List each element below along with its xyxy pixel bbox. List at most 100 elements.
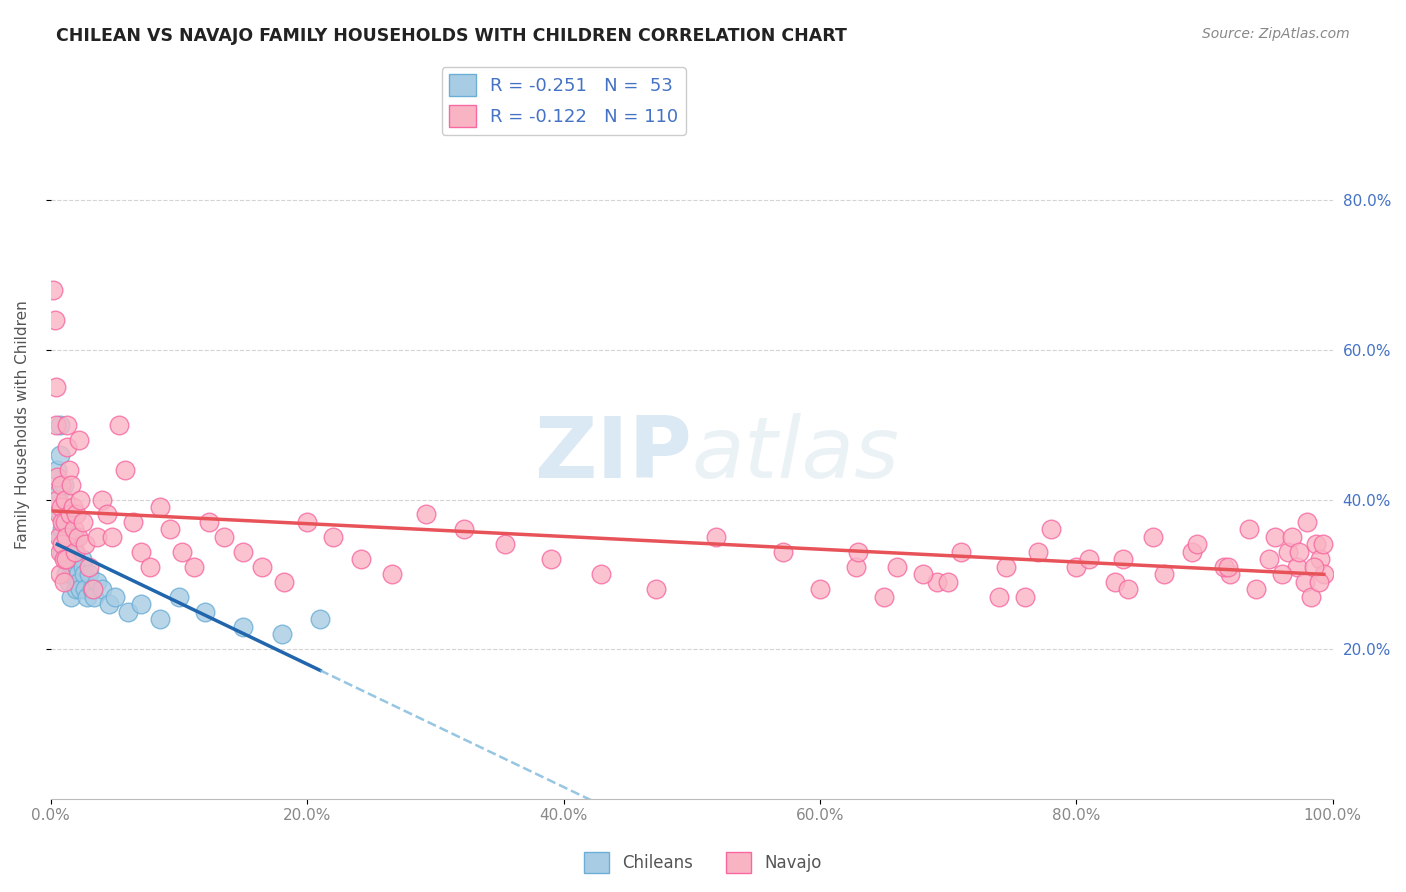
Point bbox=[96, 508, 118, 522]
Point bbox=[59, 552, 82, 566]
Point bbox=[83, 590, 105, 604]
Point bbox=[63, 545, 86, 559]
Point bbox=[886, 559, 908, 574]
Point bbox=[273, 574, 295, 589]
Point bbox=[91, 492, 114, 507]
Point bbox=[79, 567, 101, 582]
Point bbox=[46, 462, 69, 476]
Point bbox=[494, 537, 516, 551]
Point bbox=[52, 552, 75, 566]
Point bbox=[1116, 582, 1139, 597]
Point bbox=[1039, 523, 1062, 537]
Point bbox=[65, 559, 87, 574]
Point bbox=[270, 627, 292, 641]
Point bbox=[309, 612, 332, 626]
Point bbox=[53, 537, 76, 551]
Point bbox=[1288, 545, 1310, 559]
Point bbox=[845, 559, 868, 574]
Point bbox=[97, 597, 120, 611]
Point bbox=[63, 567, 86, 582]
Point bbox=[1153, 567, 1175, 582]
Point bbox=[49, 567, 72, 582]
Point bbox=[170, 545, 193, 559]
Point bbox=[1285, 559, 1308, 574]
Point bbox=[873, 590, 896, 604]
Point bbox=[194, 605, 217, 619]
Point bbox=[138, 559, 160, 574]
Point bbox=[49, 417, 72, 432]
Point bbox=[350, 552, 373, 566]
Point bbox=[56, 515, 79, 529]
Point bbox=[1239, 523, 1261, 537]
Point bbox=[65, 508, 87, 522]
Point bbox=[1078, 552, 1101, 566]
Point bbox=[79, 559, 101, 574]
Point bbox=[1309, 552, 1331, 566]
Point bbox=[63, 523, 86, 537]
Text: CHILEAN VS NAVAJO FAMILY HOUSEHOLDS WITH CHILDREN CORRELATION CHART: CHILEAN VS NAVAJO FAMILY HOUSEHOLDS WITH… bbox=[56, 27, 846, 45]
Point bbox=[1216, 559, 1239, 574]
Point bbox=[69, 492, 91, 507]
Point bbox=[44, 313, 66, 327]
Point bbox=[1313, 567, 1336, 582]
Point bbox=[232, 545, 254, 559]
Point bbox=[59, 530, 82, 544]
Point bbox=[589, 567, 612, 582]
Point bbox=[55, 552, 77, 566]
Point bbox=[69, 582, 91, 597]
Point bbox=[63, 530, 86, 544]
Point bbox=[45, 417, 67, 432]
Point bbox=[772, 545, 794, 559]
Point bbox=[58, 552, 80, 566]
Point bbox=[63, 552, 86, 566]
Point bbox=[70, 552, 93, 566]
Point bbox=[167, 590, 190, 604]
Point bbox=[197, 515, 219, 529]
Point bbox=[49, 530, 72, 544]
Point bbox=[1296, 515, 1319, 529]
Point bbox=[1270, 567, 1292, 582]
Point bbox=[73, 567, 96, 582]
Point bbox=[1066, 559, 1088, 574]
Point bbox=[1181, 545, 1204, 559]
Point bbox=[66, 530, 89, 544]
Point bbox=[91, 582, 114, 597]
Text: Source: ZipAtlas.com: Source: ZipAtlas.com bbox=[1202, 27, 1350, 41]
Point bbox=[114, 462, 136, 476]
Point bbox=[49, 500, 72, 514]
Point bbox=[911, 567, 934, 582]
Point bbox=[1305, 537, 1327, 551]
Point bbox=[60, 590, 83, 604]
Point bbox=[75, 537, 97, 551]
Point bbox=[122, 515, 145, 529]
Point bbox=[53, 515, 76, 529]
Point bbox=[232, 620, 254, 634]
Point bbox=[45, 380, 67, 394]
Point bbox=[52, 574, 75, 589]
Point bbox=[60, 567, 83, 582]
Point bbox=[1142, 530, 1164, 544]
Point bbox=[1212, 559, 1234, 574]
Point bbox=[49, 448, 72, 462]
Point bbox=[129, 597, 152, 611]
Point bbox=[104, 590, 127, 604]
Point bbox=[159, 523, 181, 537]
Point bbox=[1026, 545, 1049, 559]
Point bbox=[56, 537, 79, 551]
Point bbox=[56, 417, 79, 432]
Point bbox=[67, 433, 90, 447]
Point bbox=[59, 508, 82, 522]
Point bbox=[49, 508, 72, 522]
Point bbox=[540, 552, 562, 566]
Point bbox=[58, 462, 80, 476]
Point bbox=[1302, 559, 1324, 574]
Point bbox=[936, 574, 959, 589]
Point bbox=[1257, 552, 1279, 566]
Point bbox=[1312, 537, 1334, 551]
Point bbox=[52, 500, 75, 514]
Legend: R = -0.251   N =  53, R = -0.122   N = 110: R = -0.251 N = 53, R = -0.122 N = 110 bbox=[441, 67, 686, 135]
Point bbox=[322, 530, 344, 544]
Point bbox=[72, 559, 94, 574]
Point bbox=[86, 530, 108, 544]
Point bbox=[53, 515, 76, 529]
